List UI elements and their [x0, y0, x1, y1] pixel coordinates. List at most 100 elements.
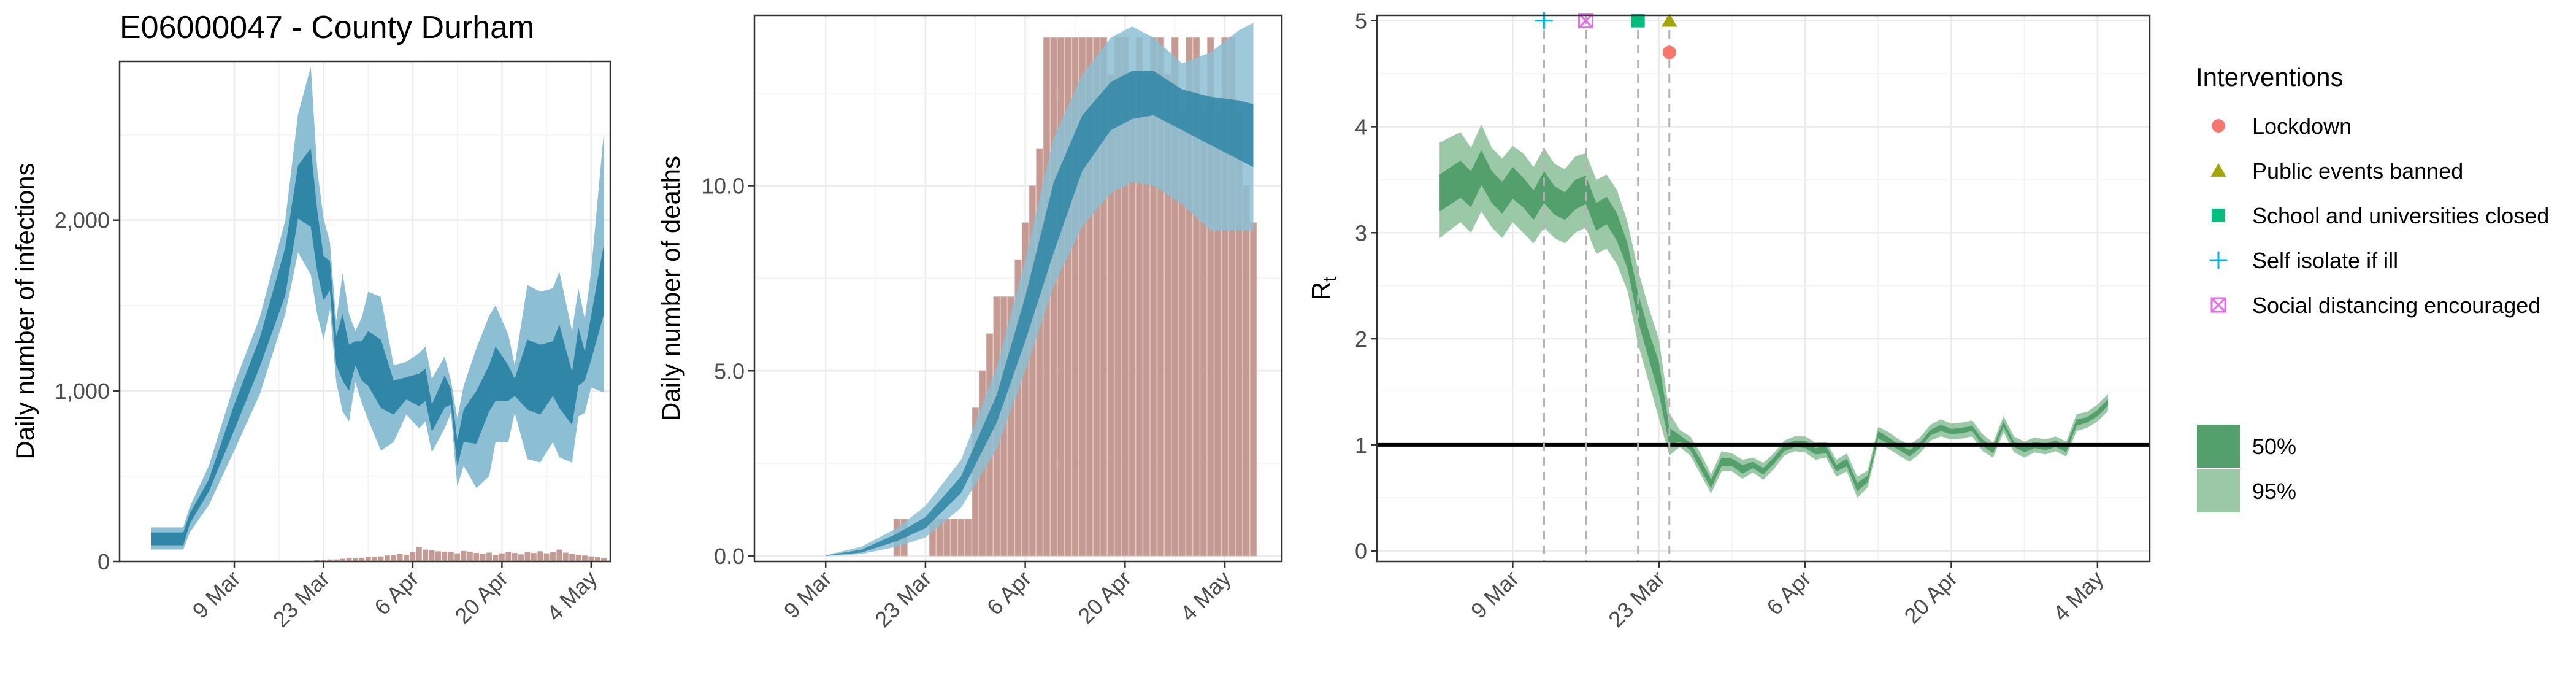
- infection-bar: [582, 555, 588, 561]
- infection-bar: [461, 550, 467, 561]
- infection-bar: [429, 550, 435, 561]
- infection-bar: [499, 553, 505, 561]
- death-bar: [1036, 148, 1043, 557]
- death-bar: [1192, 37, 1200, 557]
- infection-bar: [410, 552, 416, 561]
- legend-ci-items: 50% 95%: [2197, 425, 2296, 512]
- infection-bar: [448, 552, 454, 561]
- infection-bar: [359, 557, 365, 561]
- death-bar: [1249, 222, 1257, 557]
- infection-bar: [480, 554, 486, 561]
- infections-50-ribbon: [151, 148, 604, 546]
- death-bar: [1150, 37, 1157, 557]
- y-tick-label: 4: [1355, 114, 1367, 139]
- infection-bar: [378, 556, 384, 561]
- rt-y-axis-label: Rt: [1306, 276, 1340, 300]
- infection-bar: [550, 552, 556, 561]
- square-outline: [1578, 13, 1594, 29]
- legend-item-label: Self isolate if ill: [2252, 248, 2398, 273]
- infections-bars: [289, 547, 607, 561]
- infection-bar: [397, 554, 403, 561]
- death-bar: [1078, 37, 1086, 557]
- infection-bar: [321, 560, 326, 561]
- infection-bar: [473, 553, 480, 561]
- legend-items: Lockdown Public events banned School and u…: [2209, 114, 2549, 318]
- infection-bar: [512, 553, 518, 561]
- death-bar: [1221, 37, 1229, 557]
- death-bar: [1186, 37, 1193, 557]
- infection-bar: [518, 554, 524, 561]
- infections-y-axis-label: Daily number of infections: [10, 163, 39, 459]
- schools-marker-icon: [2212, 209, 2225, 222]
- infection-bar: [404, 554, 409, 561]
- death-bar: [1207, 37, 1214, 557]
- infection-bar: [384, 555, 390, 561]
- infections-plot-border: [118, 60, 611, 563]
- infection-bar: [524, 551, 531, 561]
- death-bar: [1093, 37, 1100, 557]
- legend-item-label: Public events banned: [2252, 158, 2463, 183]
- self-isolate-marker-icon: [2209, 251, 2228, 269]
- infection-bar: [531, 553, 537, 561]
- infection-bar: [537, 551, 543, 561]
- infection-bar: [575, 554, 581, 561]
- public-events-marker-icon: [1662, 13, 1677, 27]
- infection-bar: [423, 549, 429, 561]
- death-bar: [1021, 222, 1029, 557]
- deaths-ribbons: [826, 23, 1254, 556]
- public-events-marker-icon: [2210, 163, 2226, 177]
- infection-bar: [353, 558, 358, 561]
- cross-stroke: [1578, 13, 1593, 28]
- rt-y-axis-label-main: R: [1306, 282, 1335, 300]
- legend-ci-swatch: [2197, 425, 2240, 468]
- square-outline: [2210, 297, 2226, 313]
- infection-bar: [333, 559, 339, 561]
- legend-ci-label: 50%: [2252, 434, 2296, 459]
- social-distancing-marker-icon: [2210, 297, 2226, 313]
- rt-50-ribbon: [1439, 150, 2108, 492]
- infection-bar: [391, 555, 397, 561]
- death-bar: [1029, 185, 1036, 557]
- legend: Interventions Lockdown Public events bann…: [2196, 63, 2549, 512]
- infection-bar: [442, 551, 448, 561]
- death-bar: [1071, 37, 1079, 557]
- social-distancing-marker-icon: [1578, 13, 1594, 29]
- infection-bar: [543, 553, 550, 561]
- death-bar: [1014, 259, 1022, 557]
- rt-y-ticks: 0 1 2 3 4 5: [1355, 9, 1377, 564]
- lockdown-marker-icon: [1662, 45, 1676, 60]
- infections-95-ribbon: [151, 66, 604, 550]
- y-tick-label: 1,000: [55, 379, 110, 404]
- lockdown-marker-icon: [2212, 119, 2225, 133]
- infection-bar: [486, 552, 493, 561]
- deaths-panel: 0.05.010.0 9 Mar 23 Mar 6 Apr 20 Apr 4 May D…: [656, 14, 1283, 632]
- y-tick-label: 3: [1355, 220, 1367, 245]
- infection-bar: [454, 553, 461, 561]
- rt-intervention-lines: [1543, 15, 1671, 561]
- death-bar: [1050, 37, 1057, 557]
- figure-title: E06000047 - County Durham: [120, 10, 534, 45]
- death-bar: [1086, 37, 1093, 557]
- legend-ci-label: 95%: [2252, 479, 2296, 504]
- infection-bar: [601, 558, 607, 561]
- y-tick-label: 2,000: [55, 208, 110, 233]
- infection-bar: [372, 557, 377, 561]
- y-tick-label: 5.0: [714, 358, 745, 384]
- y-tick-label: 5: [1355, 9, 1367, 34]
- infection-bar: [467, 551, 473, 561]
- infection-bar: [505, 552, 512, 561]
- legend-item-label: Social distancing encouraged: [2252, 293, 2540, 318]
- infection-bar: [493, 554, 499, 561]
- infection-bar: [562, 552, 569, 561]
- y-tick-label: 0: [1355, 539, 1367, 564]
- death-bar: [1243, 185, 1250, 557]
- rt-intervention-markers: [1535, 12, 1677, 60]
- infection-bar: [365, 557, 371, 561]
- infections-y-ticks: 0 1,000 2,000: [55, 208, 120, 574]
- deaths-y-axis-label: Daily number of deaths: [656, 156, 685, 421]
- rt-ribbons: [1377, 125, 2150, 498]
- infection-bar: [588, 556, 594, 561]
